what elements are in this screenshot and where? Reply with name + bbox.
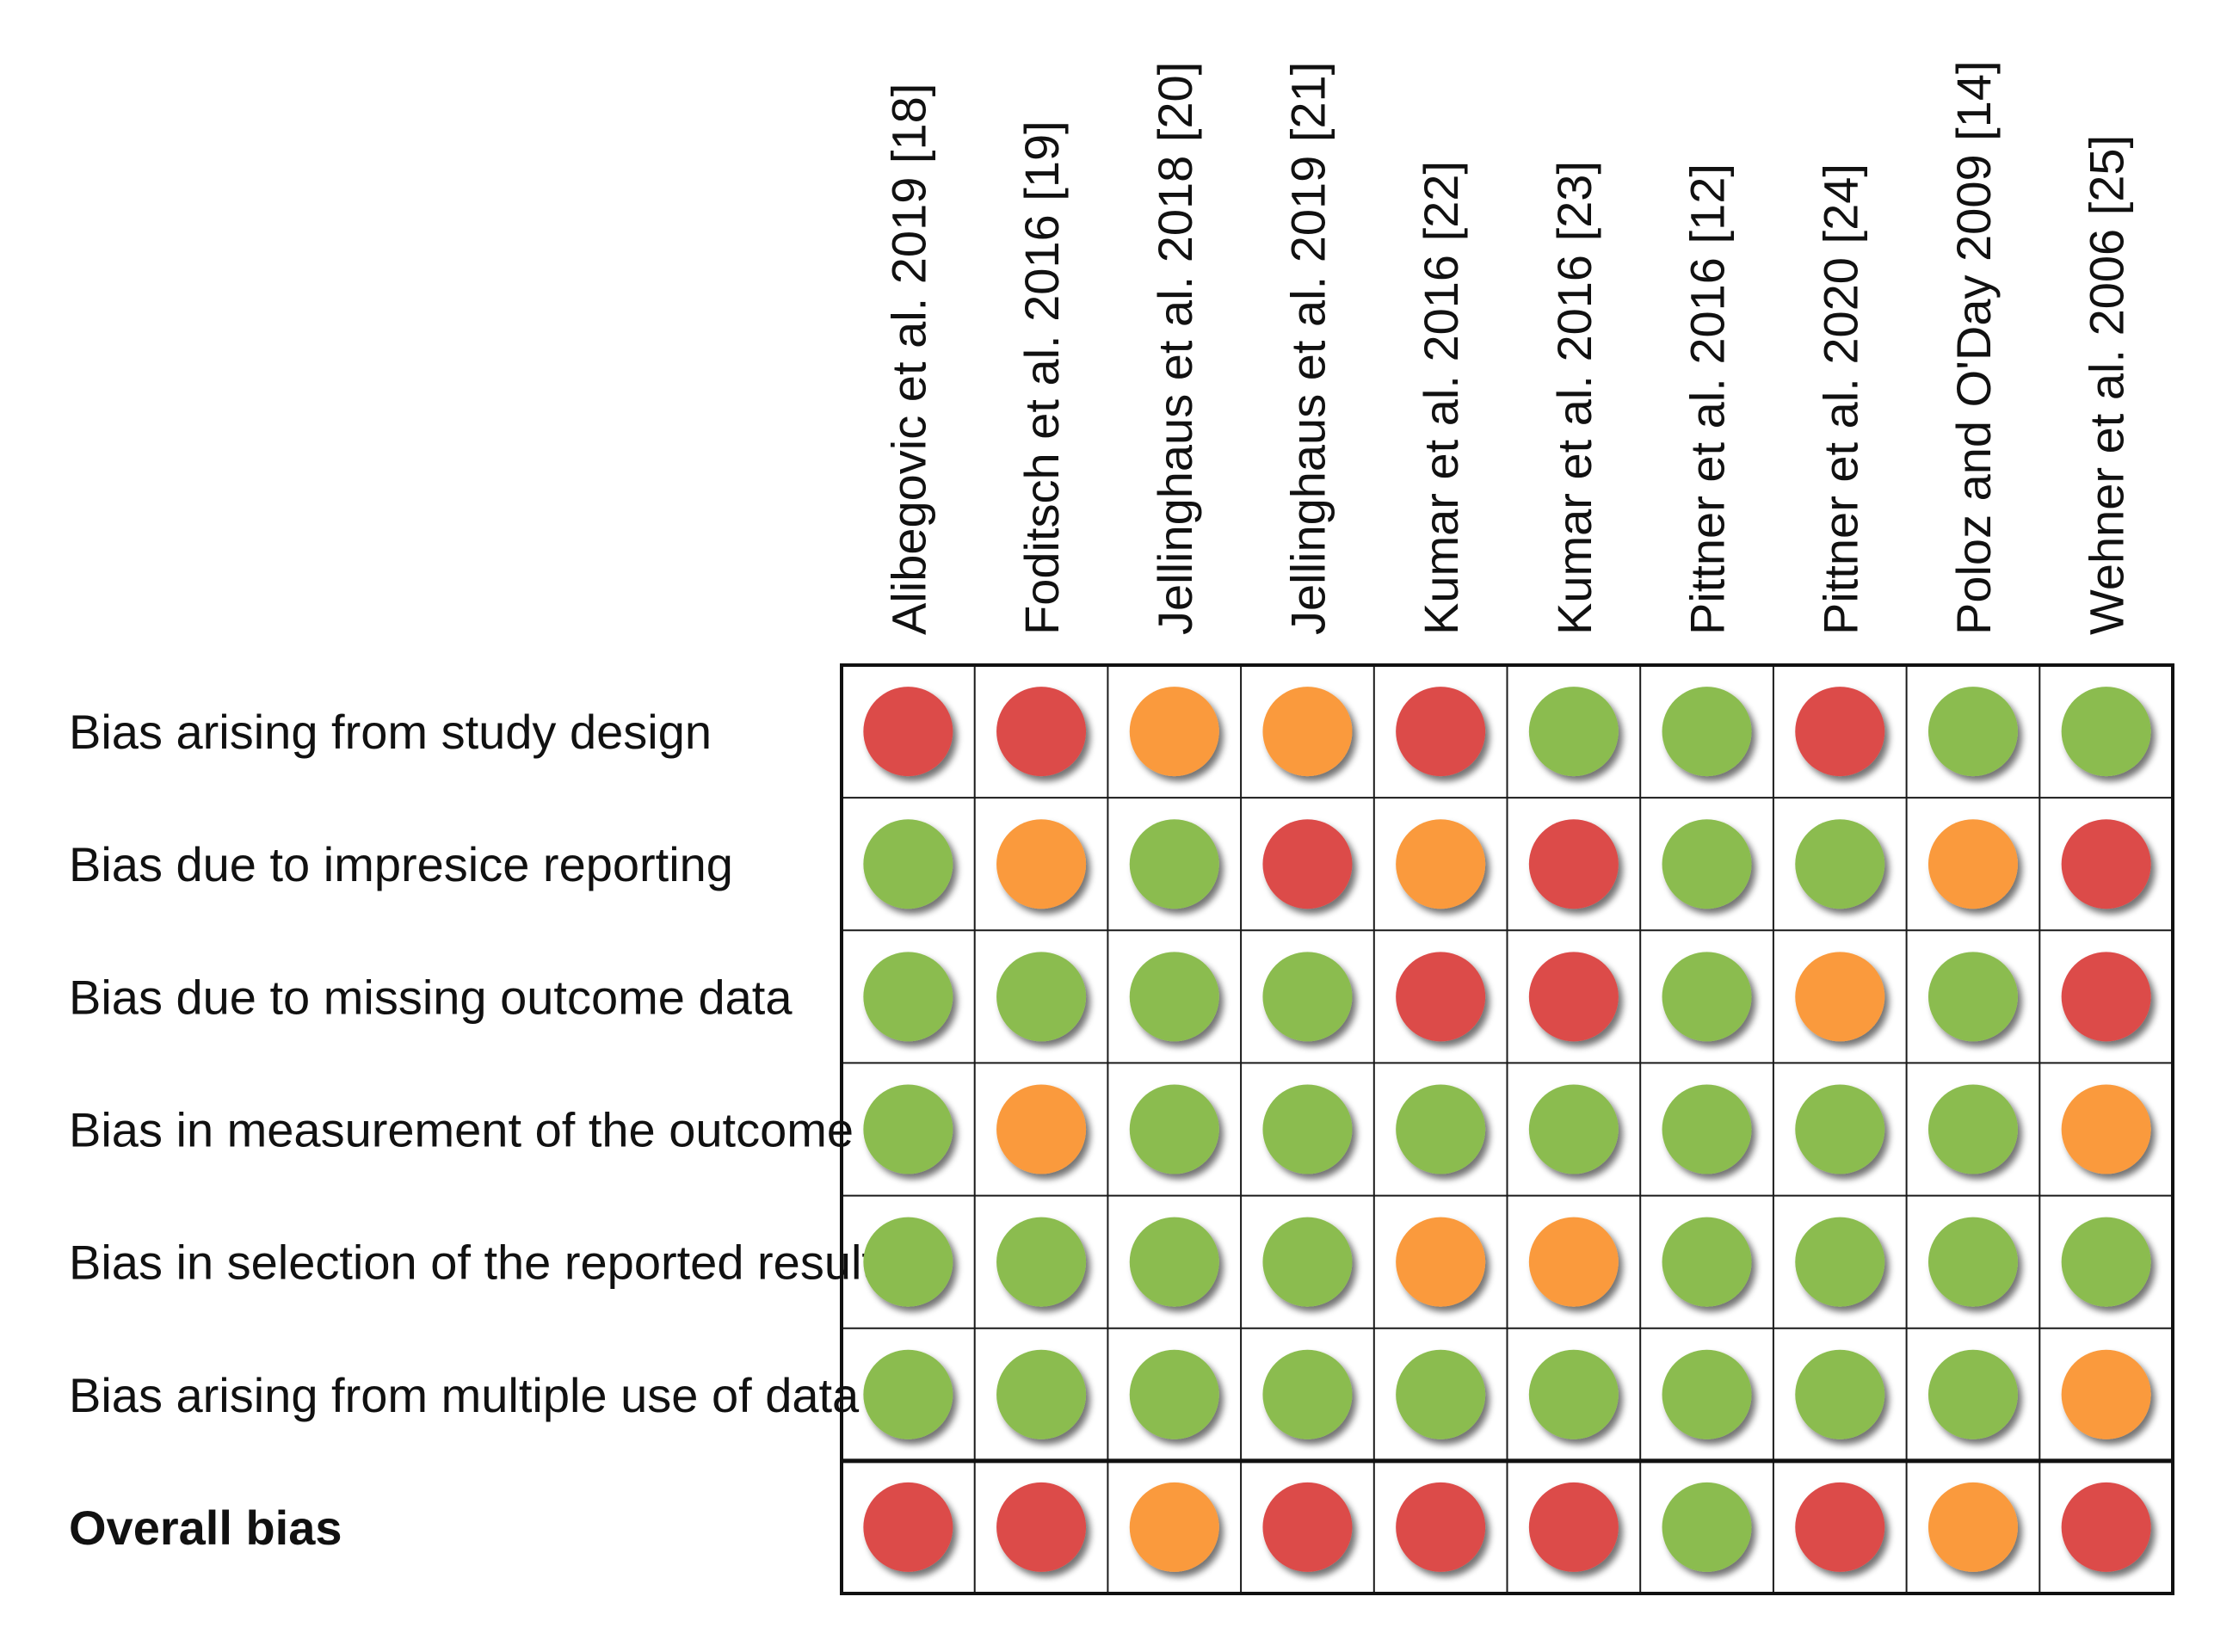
study-label: Foditsch et al. 2016 [19] bbox=[1015, 120, 1069, 635]
rating-dot-low bbox=[1662, 1349, 1752, 1439]
rating-dot-some-concerns bbox=[2061, 1349, 2151, 1439]
rating-dots bbox=[863, 687, 2151, 1572]
rating-dot-low bbox=[1928, 1084, 2018, 1174]
rating-dot-some-concerns bbox=[1928, 819, 2018, 909]
rating-dot-low bbox=[1795, 819, 1885, 909]
rating-dot-high bbox=[2061, 952, 2151, 1042]
rating-dot-high bbox=[1528, 952, 1619, 1042]
rating-dot-high bbox=[1396, 687, 1486, 777]
rating-dot-low bbox=[1662, 1482, 1752, 1572]
rating-dot-low bbox=[2061, 1217, 2151, 1307]
rating-dot-low bbox=[863, 1349, 953, 1439]
rating-dot-low bbox=[1129, 1349, 1219, 1439]
rating-dot-some-concerns bbox=[1396, 819, 1486, 909]
rating-dot-low bbox=[1928, 952, 2018, 1042]
rating-dot-low bbox=[1795, 1084, 1885, 1174]
study-label: Kumar et al. 2016 [23] bbox=[1547, 161, 1601, 635]
rating-dot-low bbox=[1928, 687, 2018, 777]
domain-labels: Bias arising from study design Bias due t… bbox=[69, 705, 875, 1555]
rating-dot-low bbox=[863, 952, 953, 1042]
rating-dot-some-concerns bbox=[1528, 1217, 1619, 1307]
rating-dot-low bbox=[1928, 1217, 2018, 1307]
rating-dot-low bbox=[1262, 1217, 1353, 1307]
rating-dot-low bbox=[1396, 1084, 1486, 1174]
study-label: Alibegovic et al. 2019 [18] bbox=[881, 83, 935, 635]
rating-dot-low bbox=[1396, 1349, 1486, 1439]
rating-dot-low bbox=[1129, 1084, 1219, 1174]
rating-dot-low bbox=[863, 1217, 953, 1307]
study-labels: Alibegovic et al. 2019 [18] Foditsch et a… bbox=[881, 60, 2133, 635]
rating-dot-low bbox=[1662, 952, 1752, 1042]
rating-dot-low bbox=[1262, 952, 1353, 1042]
rating-dot-some-concerns bbox=[996, 1084, 1087, 1174]
rating-dot-high bbox=[1795, 687, 1885, 777]
rating-dot-some-concerns bbox=[1795, 952, 1885, 1042]
study-label: Pittner et al. 2020 [24] bbox=[1813, 163, 1867, 635]
rating-dot-low bbox=[996, 952, 1087, 1042]
rating-dot-low bbox=[1129, 1217, 1219, 1307]
rating-dot-some-concerns bbox=[2061, 1084, 2151, 1174]
grid-border bbox=[840, 663, 2174, 1595]
rating-dot-high bbox=[1396, 1482, 1486, 1572]
rating-dot-low bbox=[1528, 1349, 1619, 1439]
rating-dot-high bbox=[1795, 1482, 1885, 1572]
grid bbox=[840, 663, 2174, 1595]
rating-dot-low bbox=[1262, 1349, 1353, 1439]
rating-dot-some-concerns bbox=[996, 819, 1087, 909]
rating-dot-low bbox=[1129, 952, 1219, 1042]
rating-dot-high bbox=[1262, 1482, 1353, 1572]
domain-label: Bias in measurement of the outcome bbox=[69, 1103, 854, 1157]
domain-label: Bias in selection of the reported result bbox=[69, 1236, 875, 1290]
rating-dot-low bbox=[1928, 1349, 2018, 1439]
rating-dot-high bbox=[996, 687, 1087, 777]
rating-dot-low bbox=[1662, 1084, 1752, 1174]
rating-dot-high bbox=[2061, 1482, 2151, 1572]
rating-dot-low bbox=[1662, 819, 1752, 909]
study-label: Pittner et al. 2016 [12] bbox=[1681, 163, 1735, 635]
domain-label: Bias due to impresice reporting bbox=[69, 837, 733, 891]
rating-dot-high bbox=[1396, 952, 1486, 1042]
overall-bias-label: Overall bias bbox=[69, 1501, 342, 1555]
rating-dot-high bbox=[1262, 819, 1353, 909]
rating-dot-high bbox=[996, 1482, 1087, 1572]
rating-dot-low bbox=[1528, 687, 1619, 777]
domain-label: Bias due to missing outcome data bbox=[69, 970, 793, 1024]
rating-dot-some-concerns bbox=[1129, 687, 1219, 777]
domain-label: Bias arising from study design bbox=[69, 705, 712, 759]
domain-label: Bias arising from multiple use of data bbox=[69, 1368, 860, 1422]
study-label: Jellinghaus et al. 2018 [20] bbox=[1148, 62, 1202, 635]
rating-dot-low bbox=[1795, 1349, 1885, 1439]
study-label: Poloz and O'Day 2009 [14] bbox=[1946, 60, 2001, 635]
rating-dot-high bbox=[1528, 819, 1619, 909]
rating-dot-low bbox=[996, 1349, 1087, 1439]
study-label: Jellinghaus et al. 2019 [21] bbox=[1280, 62, 1335, 635]
rating-dot-high bbox=[1528, 1482, 1619, 1572]
rating-dot-some-concerns bbox=[1262, 687, 1353, 777]
rating-dot-low bbox=[1662, 1217, 1752, 1307]
rating-dot-high bbox=[2061, 819, 2151, 909]
rating-dot-some-concerns bbox=[1129, 1482, 1219, 1572]
rating-dot-low bbox=[863, 819, 953, 909]
rating-dot-low bbox=[1528, 1084, 1619, 1174]
rating-dot-low bbox=[1662, 687, 1752, 777]
rating-dot-some-concerns bbox=[1928, 1482, 2018, 1572]
rating-dot-high bbox=[863, 687, 953, 777]
study-label: Wehner et al. 2006 [25] bbox=[2080, 135, 2134, 635]
rating-dot-low bbox=[863, 1084, 953, 1174]
rating-dot-low bbox=[2061, 687, 2151, 777]
rating-dot-low bbox=[1795, 1217, 1885, 1307]
rating-dot-low bbox=[1129, 819, 1219, 909]
rating-dot-low bbox=[996, 1217, 1087, 1307]
rating-dot-high bbox=[863, 1482, 953, 1572]
study-label: Kumar et al. 2016 [22] bbox=[1414, 161, 1468, 635]
rating-dot-low bbox=[1262, 1084, 1353, 1174]
rating-dot-some-concerns bbox=[1396, 1217, 1486, 1307]
